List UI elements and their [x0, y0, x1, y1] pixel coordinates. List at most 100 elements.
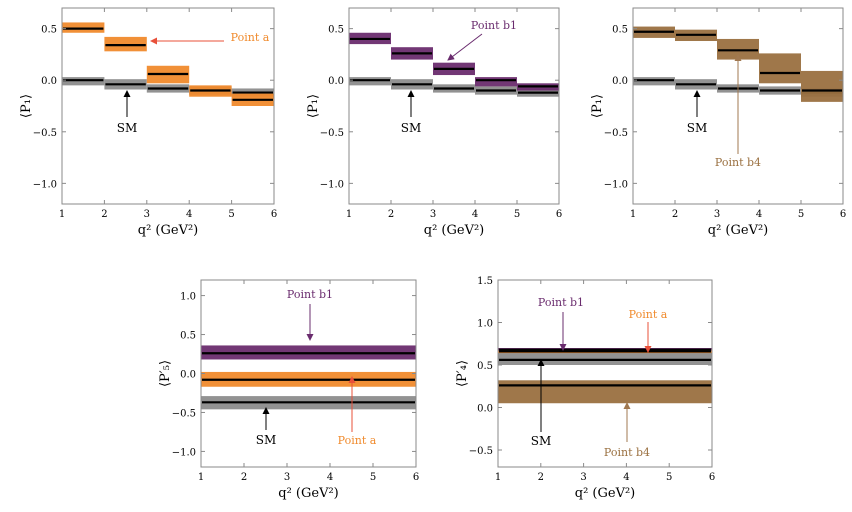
series-point-a	[62, 22, 274, 106]
x-axis-label: q² (GeV²)	[575, 486, 636, 501]
x-tick-label: 6	[840, 209, 846, 220]
panel-1: 1 2 3 4 5 6 0.5 0.0 −0.5 −1.0 q² (GeV²) ⟨P₁⟩ Point a…	[19, 7, 277, 238]
x-tick-label: 6	[271, 209, 277, 220]
panel-4: 1 2 3 4 5 6 1.0 0.5 0.0 −0.5 −1.0 q² (GeV²) ⟨P′₅⟩ Poi…	[158, 279, 419, 501]
y-tick-label: −0.5	[172, 408, 196, 419]
y-tick-label: 0.0	[328, 76, 344, 87]
y-tick-label: −1.0	[320, 179, 344, 190]
x-tick-label: 1	[495, 472, 501, 483]
x-tick-label: 5	[228, 209, 234, 220]
annotation-label: Point b1	[287, 288, 333, 301]
x-tick-label: 3	[284, 472, 290, 483]
band-bin-4	[759, 53, 801, 84]
y-tick-label: 0.0	[612, 76, 628, 87]
annotation-label: SM	[256, 433, 277, 447]
annotation-label: Point a	[231, 31, 270, 44]
x-tick-label: 2	[241, 472, 247, 483]
x-tick-label: 3	[580, 472, 586, 483]
series-sm	[201, 396, 416, 410]
series-point-a	[201, 371, 416, 387]
series-point-a	[498, 348, 712, 354]
x-tick-label: 4	[472, 209, 478, 220]
plot-frame	[632, 7, 844, 205]
x-tick-label: 4	[756, 209, 762, 220]
series-point-b1	[349, 32, 559, 91]
y-tick-label: 1.5	[477, 276, 493, 287]
plot-frame	[61, 7, 275, 205]
x-axis-label: q² (GeV²)	[424, 223, 485, 238]
y-tick-label: −0.5	[604, 128, 628, 139]
y-axis-label: ⟨P₁⟩	[306, 94, 321, 118]
y-axis-label: ⟨P₁⟩	[590, 94, 605, 118]
x-tick-label: 3	[430, 209, 436, 220]
annotation-label: Point b4	[604, 446, 650, 459]
y-axis-label: ⟨P₁⟩	[19, 94, 34, 118]
x-tick-label: 1	[59, 209, 65, 220]
x-tick-label: 2	[672, 209, 678, 220]
x-tick-label: 5	[798, 209, 804, 220]
y-tick-label: 0.5	[477, 361, 493, 372]
annotation-label: SM	[117, 121, 138, 135]
y-axis-label: ⟨P′₄⟩	[455, 360, 470, 387]
x-tick-label: 2	[101, 209, 107, 220]
x-tick-label: 6	[413, 472, 419, 483]
y-tick-label: 0.5	[180, 331, 196, 342]
x-tick-label: 4	[186, 209, 192, 220]
x-tick-label: 3	[144, 209, 150, 220]
series-point-b1	[201, 345, 416, 360]
y-tick-label: −0.5	[469, 446, 493, 457]
x-tick-label: 1	[346, 209, 352, 220]
x-tick-label: 6	[709, 472, 715, 483]
y-tick-label: −1.0	[172, 447, 196, 458]
annotation-label: SM	[531, 434, 552, 448]
band-bin-5	[801, 70, 843, 102]
plot-frame	[348, 7, 560, 205]
x-tick-label: 4	[327, 472, 333, 483]
annotation-label: Point b4	[715, 156, 761, 169]
y-tick-label: 0.5	[328, 25, 344, 36]
y-tick-label: −1.0	[33, 179, 57, 190]
annotation-label: Point b1	[471, 19, 517, 32]
x-tick-label: 5	[370, 472, 376, 483]
y-axis-label: ⟨P′₅⟩	[158, 360, 173, 387]
x-axis-label: q² (GeV²)	[708, 223, 769, 238]
annotation-label: Point a	[338, 434, 377, 447]
plot-frame	[497, 279, 713, 468]
panel-5: 1 2 3 4 5 6 1.5 1.0 0.5 0.0 −0.5 q² (GeV²) ⟨P′₄⟩ Poin…	[455, 276, 715, 501]
panel-2: 1 2 3 4 5 6 0.5 0.0 −0.5 −1.0 q² (GeV²) ⟨P₁⟩ Point b…	[306, 7, 562, 238]
annotation-label: Point b1	[538, 296, 584, 309]
band-bin-4	[475, 77, 517, 87]
series-point-b1	[498, 348, 712, 351]
x-tick-label: 2	[538, 472, 544, 483]
series-point-b4	[633, 26, 843, 102]
series-point-b4	[498, 380, 712, 404]
x-tick-label: 1	[630, 209, 636, 220]
panel-3: 1 2 3 4 5 6 0.5 0.0 −0.5 −1.0 q² (GeV²) ⟨P₁⟩ Point b…	[590, 7, 846, 238]
y-tick-label: 0.0	[477, 404, 493, 415]
x-tick-label: 1	[198, 472, 204, 483]
x-tick-label: 6	[556, 209, 562, 220]
annotation-arrow	[447, 33, 483, 61]
x-tick-label: 5	[666, 472, 672, 483]
y-tick-label: 0.0	[41, 76, 57, 87]
y-tick-label: 1.0	[180, 292, 196, 303]
annotation-label: Point a	[629, 308, 668, 321]
y-tick-label: −0.5	[33, 128, 57, 139]
band-bin-1	[498, 380, 712, 404]
y-tick-label: 1.0	[477, 319, 493, 330]
series-sm	[349, 77, 559, 97]
y-tick-label: 0.5	[41, 25, 57, 36]
band-bin-1	[498, 351, 712, 365]
annotation-label: SM	[687, 121, 708, 135]
y-tick-label: 0.5	[612, 25, 628, 36]
x-axis-label: q² (GeV²)	[278, 486, 339, 501]
x-tick-label: 4	[623, 472, 629, 483]
x-tick-label: 3	[714, 209, 720, 220]
y-tick-label: −0.5	[320, 128, 344, 139]
x-axis-label: q² (GeV²)	[138, 223, 199, 238]
series-sm	[498, 351, 712, 365]
x-tick-label: 2	[388, 209, 394, 220]
y-tick-label: −1.0	[604, 179, 628, 190]
y-tick-label: 0.0	[180, 370, 196, 381]
